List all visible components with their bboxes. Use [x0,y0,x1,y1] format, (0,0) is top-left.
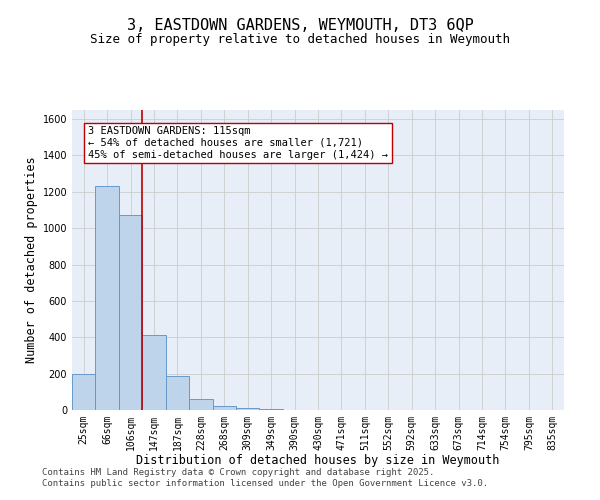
Text: Contains HM Land Registry data © Crown copyright and database right 2025.
Contai: Contains HM Land Registry data © Crown c… [42,468,488,487]
Bar [236,408,259,410]
Text: Size of property relative to detached houses in Weymouth: Size of property relative to detached ho… [90,32,510,46]
X-axis label: Distribution of detached houses by size in Weymouth: Distribution of detached houses by size … [136,454,500,468]
Bar [189,399,212,410]
Bar [142,336,166,410]
Bar [119,216,142,410]
Bar [212,406,236,410]
Bar [95,186,119,410]
Text: 3 EASTDOWN GARDENS: 115sqm
← 54% of detached houses are smaller (1,721)
45% of s: 3 EASTDOWN GARDENS: 115sqm ← 54% of deta… [88,126,388,160]
Y-axis label: Number of detached properties: Number of detached properties [25,156,38,364]
Bar [72,374,95,410]
Bar [166,376,189,410]
Text: 3, EASTDOWN GARDENS, WEYMOUTH, DT3 6QP: 3, EASTDOWN GARDENS, WEYMOUTH, DT3 6QP [127,18,473,32]
Bar [259,409,283,410]
